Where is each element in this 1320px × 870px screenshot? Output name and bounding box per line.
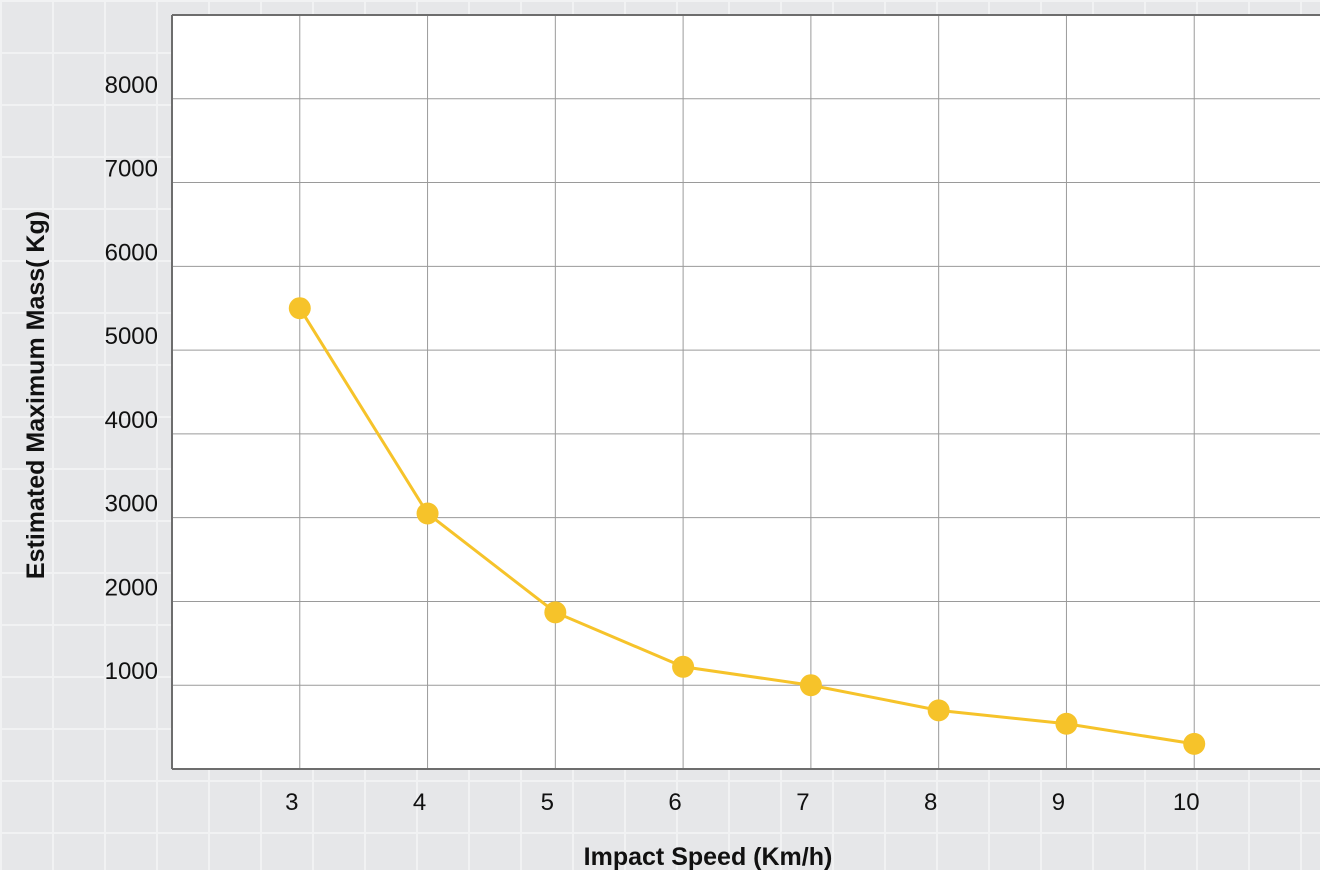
- series-line: [298, 307, 1195, 746]
- y-tick-label: 7000: [105, 156, 158, 183]
- data-points: [288, 297, 1206, 755]
- data-point: [1183, 732, 1206, 755]
- y-tick-label: 3000: [105, 491, 158, 518]
- data-point: [1055, 712, 1078, 735]
- y-tick-label: 5000: [105, 323, 158, 350]
- horizontal-gridlines: [172, 98, 1320, 686]
- data-point: [288, 297, 311, 320]
- y-tick-label: 8000: [105, 72, 158, 99]
- y-tick-label: 4000: [105, 407, 158, 434]
- x-tick-label: 8: [924, 789, 937, 816]
- x-tick-label: 5: [541, 789, 554, 816]
- y-tick-label: 6000: [105, 239, 158, 266]
- data-point: [416, 502, 439, 525]
- x-tick-labels: 3 4 5 6 7 8 9 10: [285, 789, 1199, 816]
- y-axis-title: Estimated Maximum Mass( Kg): [22, 211, 50, 579]
- y-tick-label: 1000: [105, 658, 158, 685]
- x-tick-label: 10: [1173, 789, 1200, 816]
- y-tick-label: 2000: [105, 574, 158, 601]
- data-point: [672, 655, 695, 678]
- vertical-gridlines: [299, 15, 1195, 769]
- plot-area: [172, 15, 1320, 769]
- x-tick-label: 4: [413, 789, 426, 816]
- x-axis-title: Impact Speed (Km/h): [584, 843, 833, 870]
- x-tick-label: 7: [796, 789, 809, 816]
- data-point: [927, 699, 950, 722]
- x-tick-label: 6: [668, 789, 681, 816]
- data-point: [544, 601, 567, 624]
- x-tick-label: 9: [1052, 789, 1065, 816]
- x-tick-label: 3: [285, 789, 298, 816]
- data-point: [799, 674, 822, 697]
- y-tick-labels: 1000 2000 3000 4000 5000 6000 7000 8000: [105, 72, 158, 685]
